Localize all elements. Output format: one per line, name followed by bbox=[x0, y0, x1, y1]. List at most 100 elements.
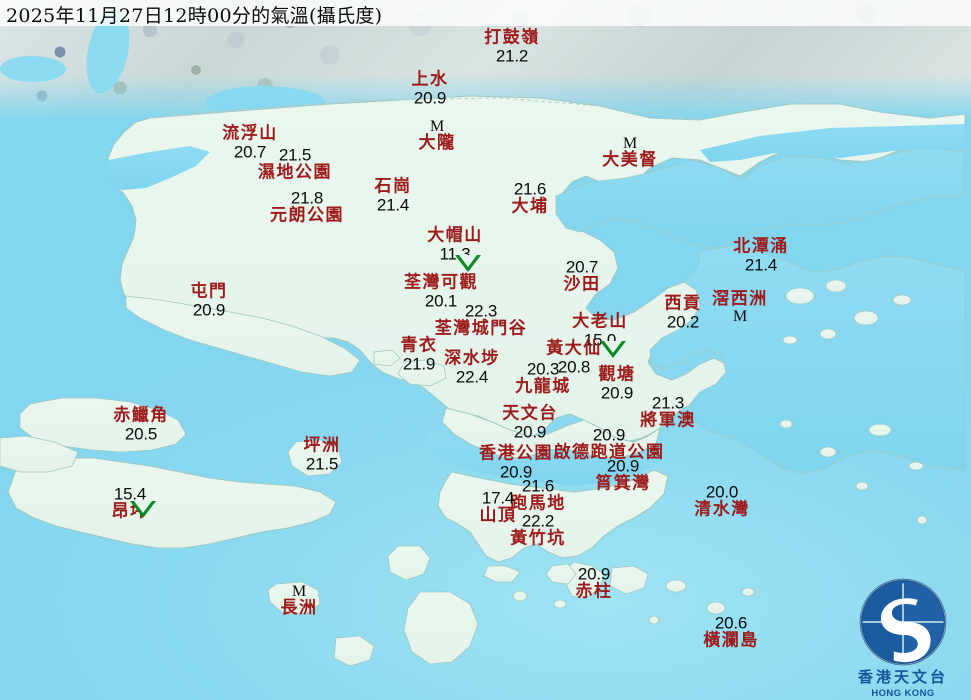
waglan-island-shape bbox=[706, 601, 726, 615]
station-temperature-value: 22.3 bbox=[464, 301, 498, 321]
station-happy-valley: 21.6 跑馬地 bbox=[510, 477, 566, 513]
station-tsuen-wan-ho-koon: 荃灣可觀 20.1 bbox=[404, 272, 478, 310]
hko-name-chinese: 香港天文台 bbox=[857, 668, 948, 686]
station-wetland-park: 21.5 濕地公園 bbox=[258, 145, 332, 182]
station-name-label: 石崗 bbox=[374, 176, 412, 197]
hko-logo: 香港天文台 HONG KONG OBSERVATORY bbox=[839, 576, 967, 700]
station-clear-water-bay: 20.0 清水灣 bbox=[694, 483, 750, 519]
station-tuen-mun: 屯門 20.9 bbox=[190, 281, 228, 319]
station-tseung-kwan-o: 21.3 將軍澳 bbox=[640, 393, 696, 430]
station-name-label: 屯門 bbox=[190, 281, 228, 302]
station-temperature-value: M bbox=[622, 135, 638, 153]
station-name-label: 流浮山 bbox=[222, 123, 278, 144]
ap-lei-chau-island bbox=[483, 565, 521, 583]
station-name-label: 荃灣可觀 bbox=[404, 272, 478, 293]
station-name-label: 山頂 bbox=[479, 505, 517, 525]
station-name-label: 大帽山 bbox=[427, 225, 483, 246]
victoria-harbour-water bbox=[424, 432, 664, 486]
station-name-label: 跑馬地 bbox=[510, 493, 566, 513]
station-temperature-value: 22.2 bbox=[521, 511, 555, 531]
station-sha-tin: 20.7 沙田 bbox=[564, 257, 601, 294]
station-name-label: 深水埗 bbox=[444, 348, 500, 369]
station-tsuen-wan-shing-mun-valley: 22.3 荃灣城門谷 bbox=[434, 301, 528, 338]
station-name-label: 青衣 bbox=[400, 335, 438, 356]
station-name-label: 筲箕灣 bbox=[595, 473, 651, 493]
station-name-label: 九龍城 bbox=[515, 376, 571, 396]
mountain-station-triangle-icon bbox=[130, 501, 156, 518]
title-bar bbox=[0, 0, 971, 26]
sai-kung-waters bbox=[649, 245, 966, 475]
tung-lung-chau-island bbox=[609, 565, 649, 595]
station-temperature-value: 20.9 bbox=[577, 564, 611, 584]
station-hong-kong-park: 香港公園 20.9 bbox=[479, 445, 553, 481]
station-name-label: 黃大仙 bbox=[546, 338, 602, 359]
page-title: 2025年11月27日12時00分的氣溫(攝氏度) bbox=[6, 5, 383, 27]
station-temperature-value: 21.4 bbox=[744, 255, 778, 274]
station-name-label: 荃灣城門谷 bbox=[434, 318, 528, 338]
station-temperature-value: 20.6 bbox=[714, 613, 748, 633]
station-tai-lung: M 大隴 bbox=[418, 118, 456, 154]
station-temperature-value: 20.9 bbox=[513, 422, 547, 441]
station-temperature-value: 21.4 bbox=[376, 195, 410, 214]
satellite-water-patch bbox=[0, 56, 66, 82]
station-temperature-value: 20.7 bbox=[565, 257, 599, 277]
tolo-harbour-water bbox=[555, 147, 965, 249]
station-name-label: 大埔 bbox=[511, 196, 549, 216]
castle-peak-coast bbox=[125, 295, 361, 377]
small-island bbox=[741, 587, 755, 597]
station-name-label: 西貢 bbox=[664, 293, 702, 314]
lamma-island bbox=[403, 591, 479, 665]
cheung-chau-island bbox=[267, 581, 321, 615]
station-name-label: 橫瀾島 bbox=[703, 630, 759, 650]
kowloon-peninsula bbox=[441, 407, 661, 459]
station-temperature-value: 15.4 bbox=[113, 484, 147, 504]
station-stanley: 20.9 赤柱 bbox=[576, 564, 613, 601]
station-name-label: 黃竹坑 bbox=[510, 528, 566, 548]
lamma-island-south bbox=[333, 635, 375, 667]
station-temperature-value: 20.3 bbox=[526, 359, 560, 379]
peng-chau-island bbox=[287, 439, 343, 477]
deep-bay-water bbox=[106, 146, 210, 190]
station-cheung-chau: M 長洲 bbox=[280, 583, 318, 619]
station-temperature-value: 21.8 bbox=[290, 188, 324, 208]
station-temperature-value: 17.4 bbox=[481, 488, 515, 508]
station-temperature-value: 20.9 bbox=[413, 88, 447, 107]
station-shek-kong: 石崗 21.4 bbox=[374, 176, 412, 214]
station-name-label: 濕地公園 bbox=[258, 162, 332, 182]
outlying-islands bbox=[267, 349, 755, 667]
lantau-northwest-lobe bbox=[0, 435, 79, 473]
station-temperature-value: M bbox=[732, 307, 748, 325]
station-name-label: 天文台 bbox=[502, 403, 558, 424]
station-kwun-tong: 觀塘 20.9 bbox=[599, 366, 636, 402]
lantau-island bbox=[7, 457, 337, 549]
station-sheung-shui: 上水 20.9 bbox=[412, 71, 449, 107]
station-name-label: 滘西洲 bbox=[712, 289, 768, 310]
station-kau-sai-chau: 滘西洲 M bbox=[712, 291, 768, 325]
mountain-station-triangle-icon bbox=[455, 255, 481, 272]
station-name-label: 大隴 bbox=[418, 133, 456, 154]
station-ta-kwu-ling: 打鼓嶺 21.2 bbox=[484, 29, 540, 65]
station-temperature-value: 21.6 bbox=[513, 179, 547, 199]
station-temperature-value: M bbox=[291, 583, 307, 601]
station-temperature-value: 20.8 bbox=[557, 357, 591, 376]
station-chek-lap-kok: 赤鱲角 20.5 bbox=[113, 405, 169, 443]
hong-kong-island bbox=[437, 469, 669, 563]
station-lau-fau-shan: 流浮山 20.7 bbox=[222, 123, 278, 161]
station-temperature-value: 20.9 bbox=[192, 300, 226, 319]
station-temperature-value: 20.1 bbox=[424, 291, 458, 310]
station-name-label: 長洲 bbox=[280, 598, 318, 619]
station-the-peak: 17.4 山頂 bbox=[479, 488, 517, 525]
chek-lap-kok-island bbox=[19, 397, 187, 453]
hko-name-english: HONG KONG OBSERVATORY bbox=[865, 688, 940, 700]
small-island bbox=[665, 579, 687, 593]
station-temperature-value: 21.2 bbox=[495, 46, 529, 65]
station-name-label: 赤鱲角 bbox=[113, 405, 169, 426]
station-temperature-value: M bbox=[429, 118, 445, 136]
station-temperature-value: 20.9 bbox=[499, 462, 533, 481]
ma-wan-island bbox=[373, 349, 401, 367]
station-temperature-value: 21.5 bbox=[278, 145, 312, 165]
station-temperature-value: 21.3 bbox=[651, 393, 685, 413]
station-peng-chau: 坪洲 21.5 bbox=[304, 437, 341, 473]
station-wong-tai-sin: 黃大仙 20.8 bbox=[546, 338, 602, 376]
